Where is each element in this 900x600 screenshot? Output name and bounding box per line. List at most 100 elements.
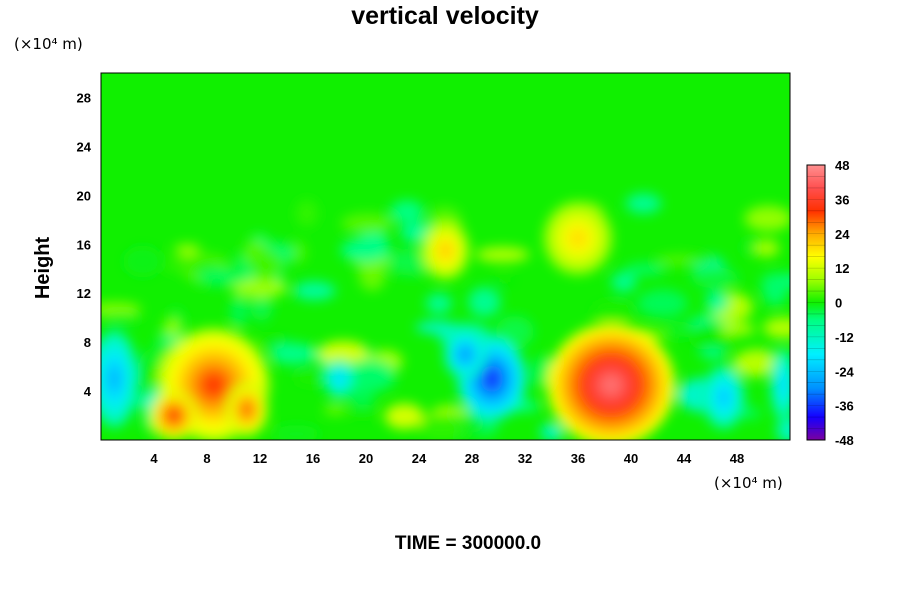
velocity-cell: [720, 391, 728, 403]
field-texture: [655, 254, 698, 266]
field-texture: [732, 349, 778, 377]
field-texture: [475, 246, 530, 263]
field-texture: [390, 200, 424, 224]
time-label: TIME = 300000.0: [395, 533, 541, 554]
field-texture: [231, 278, 288, 298]
x-tick-label: 8: [203, 451, 210, 466]
field-texture: [340, 238, 391, 262]
velocity-field: [101, 193, 790, 440]
colorbar-tick-label: 0: [835, 296, 842, 311]
x-tick-label: 20: [359, 451, 373, 466]
field-texture: [250, 250, 283, 282]
field-texture: [763, 317, 790, 339]
field-texture: [741, 406, 761, 420]
field-texture: [691, 267, 739, 289]
field-texture: [418, 413, 465, 440]
y-axis-label: Height: [32, 237, 54, 300]
field-texture: [349, 407, 376, 418]
field-texture: [287, 241, 307, 264]
colorbar-frame: [806, 164, 826, 441]
field-texture: [762, 272, 789, 306]
field-texture: [101, 302, 142, 316]
field-texture: [611, 271, 637, 293]
velocity-cell: [486, 371, 498, 386]
field-texture: [592, 301, 634, 321]
field-texture: [101, 313, 141, 324]
y-tick-label: 20: [77, 188, 91, 203]
y-axis-ticks: 4 8 12 16 20 24 28: [77, 90, 92, 399]
field-texture: [250, 292, 273, 322]
plot-area: [101, 73, 790, 440]
x-axis-ticks: 4 8 12 16 20 24 28 32 36 40 44 48: [150, 451, 744, 466]
y-tick-label: 8: [84, 335, 91, 350]
field-texture: [468, 287, 501, 318]
field-texture: [230, 294, 248, 328]
field-texture: [415, 321, 458, 334]
field-texture: [318, 340, 369, 366]
y-tick-label: 4: [84, 384, 92, 399]
x-tick-label: 36: [571, 451, 585, 466]
colorbar-tick-label: -24: [835, 364, 855, 379]
colorbar-ticks: 48 36 24 12 0 -12 -24 -36 -48: [835, 158, 855, 448]
field-texture: [197, 268, 247, 287]
field-texture: [776, 418, 790, 440]
field-texture: [495, 315, 535, 348]
chart-title: vertical velocity: [351, 2, 539, 30]
velocity-cell: [461, 350, 469, 359]
field-texture: [258, 335, 289, 346]
colorbar-tick-label: -36: [835, 399, 854, 414]
field-texture: [348, 391, 375, 408]
velocity-cell: [441, 245, 450, 256]
colorbar-fill: [807, 165, 825, 440]
velocity-cell: [600, 374, 622, 396]
velocity-cell: [336, 375, 343, 383]
field-texture: [531, 355, 551, 388]
x-tick-label: 24: [412, 451, 427, 466]
colorbar-bands: [807, 176, 825, 429]
velocity-cell: [243, 404, 251, 414]
y-tick-label: 28: [77, 90, 91, 105]
colorbar-tick-label: 12: [835, 261, 849, 276]
field-texture: [495, 275, 515, 286]
field-texture: [665, 321, 693, 337]
x-tick-label: 44: [677, 451, 692, 466]
field-texture: [123, 245, 163, 278]
colorbar-tick-label: -12: [835, 330, 854, 345]
velocity-cell: [204, 375, 223, 395]
field-texture: [720, 323, 756, 336]
x-tick-label: 28: [465, 451, 479, 466]
field-texture: [340, 213, 394, 234]
field-texture: [699, 348, 727, 360]
x-axis-unit: (×10⁴ m): [714, 474, 783, 492]
x-tick-label: 16: [306, 451, 320, 466]
field-texture: [540, 423, 564, 440]
plot-frame: [100, 72, 791, 441]
field-texture: [425, 293, 453, 314]
y-tick-label: 24: [77, 139, 92, 154]
y-tick-label: 12: [77, 286, 91, 301]
x-tick-label: 12: [253, 451, 267, 466]
field-texture: [269, 342, 317, 365]
colorbar: 48 36 24 12 0 -12 -24 -36 -48: [806, 158, 855, 448]
field-texture: [173, 244, 201, 255]
field-texture: [637, 289, 688, 318]
field-texture: [753, 239, 780, 257]
velocity-cell: [572, 232, 584, 245]
colorbar-tick-label: -48: [835, 433, 854, 448]
field-texture: [164, 257, 222, 274]
field-texture: [744, 205, 790, 232]
colorbar-tick-label: 24: [835, 227, 850, 242]
x-tick-label: 32: [518, 451, 532, 466]
colorbar-tick-label: 36: [835, 192, 849, 207]
field-texture: [295, 200, 318, 227]
x-tick-label: 40: [624, 451, 638, 466]
y-tick-label: 16: [77, 237, 91, 252]
velocity-cell: [110, 370, 119, 387]
colorbar-tick-label: 48: [835, 158, 849, 173]
field-texture: [384, 403, 425, 430]
y-axis-unit: (×10⁴ m): [14, 35, 83, 53]
velocity-cell: [781, 378, 786, 392]
field-texture: [625, 262, 666, 276]
velocity-cell: [169, 411, 178, 420]
